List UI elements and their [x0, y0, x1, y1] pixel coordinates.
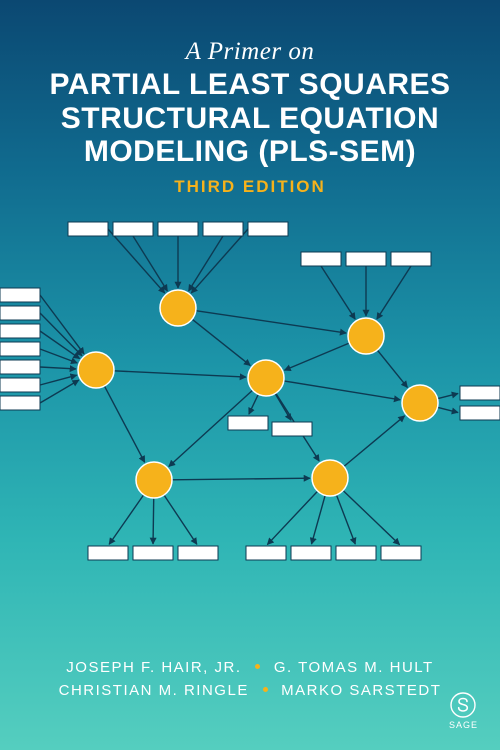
author-1: JOSEPH F. HAIR, JR.	[66, 659, 241, 676]
edge	[344, 416, 405, 467]
edge	[343, 490, 400, 544]
edge	[377, 266, 411, 319]
authors-block: JOSEPH F. HAIR, JR. G. TOMAS M. HULT CHR…	[0, 656, 500, 703]
latent-node	[312, 460, 348, 496]
author-2: G. TOMAS M. HULT	[274, 659, 434, 676]
author-4: MARKO SARSTEDT	[281, 682, 441, 699]
indicator-rect	[0, 378, 40, 392]
edge	[108, 229, 165, 293]
indicator-rect	[158, 222, 198, 236]
indicator-rect	[460, 406, 500, 420]
main-title: PARTIAL LEAST SQUARES STRUCTURAL EQUATIO…	[24, 68, 476, 169]
edge	[196, 311, 346, 333]
latent-node	[348, 318, 384, 354]
edge	[114, 371, 246, 377]
edge	[40, 313, 82, 356]
indicator-rect	[0, 324, 40, 338]
edge	[164, 495, 197, 544]
title-line-3: MODELING (PLS-SEM)	[24, 135, 476, 169]
supertitle: A Primer on	[24, 38, 476, 66]
title-block: A Primer on PARTIAL LEAST SQUARES STRUCT…	[0, 38, 500, 197]
edge	[104, 386, 144, 462]
indicator-rect	[68, 222, 108, 236]
indicator-rect	[228, 416, 268, 430]
latent-node	[136, 462, 172, 498]
edge	[267, 491, 317, 544]
indicator-rect	[301, 252, 341, 266]
indicator-rect	[346, 252, 386, 266]
indicator-rect	[291, 546, 331, 560]
publisher-logo: SAGE	[449, 692, 478, 730]
indicator-rect	[0, 342, 40, 356]
edge	[312, 495, 326, 544]
indicator-rect	[336, 546, 376, 560]
author-separator-icon	[255, 664, 260, 669]
title-line-2: STRUCTURAL EQUATION	[24, 102, 476, 136]
edge	[284, 343, 349, 370]
latent-node	[78, 352, 114, 388]
edge	[153, 498, 154, 544]
edge	[40, 295, 84, 354]
indicator-rect	[133, 546, 173, 560]
indicator-rect	[0, 396, 40, 410]
indicator-rect	[272, 422, 312, 436]
author-separator-icon	[263, 687, 268, 692]
edge	[109, 495, 144, 545]
edge	[40, 375, 77, 385]
indicator-rect	[0, 288, 40, 302]
edge	[40, 349, 77, 363]
sage-s-icon	[450, 692, 476, 718]
edge	[40, 367, 76, 369]
edge	[192, 319, 250, 365]
edge	[40, 331, 80, 359]
indicator-rect	[203, 222, 243, 236]
book-cover: A Primer on PARTIAL LEAST SQUARES STRUCT…	[0, 0, 500, 750]
latent-node	[248, 360, 284, 396]
indicator-rect	[460, 386, 500, 400]
edge	[437, 407, 458, 412]
latent-node	[160, 290, 196, 326]
indicator-rect	[113, 222, 153, 236]
edge	[377, 350, 407, 387]
edge	[321, 266, 355, 319]
indicator-rect	[381, 546, 421, 560]
indicator-rect	[246, 546, 286, 560]
title-line-1: PARTIAL LEAST SQUARES	[24, 68, 476, 102]
author-3: CHRISTIAN M. RINGLE	[59, 682, 249, 699]
indicator-rect	[178, 546, 218, 560]
edge	[275, 393, 291, 420]
publisher-name: SAGE	[449, 720, 478, 730]
indicator-rect	[88, 546, 128, 560]
latent-node	[402, 385, 438, 421]
edge	[191, 229, 248, 293]
edge	[249, 394, 258, 414]
edge	[172, 478, 310, 480]
edge	[437, 393, 458, 398]
edge	[284, 381, 400, 400]
indicator-rect	[0, 360, 40, 374]
indicator-rect	[248, 222, 288, 236]
edition-label: THIRD EDITION	[24, 177, 476, 197]
indicator-rect	[391, 252, 431, 266]
indicator-rect	[0, 306, 40, 320]
edge	[336, 495, 355, 544]
sem-diagram	[0, 200, 500, 600]
